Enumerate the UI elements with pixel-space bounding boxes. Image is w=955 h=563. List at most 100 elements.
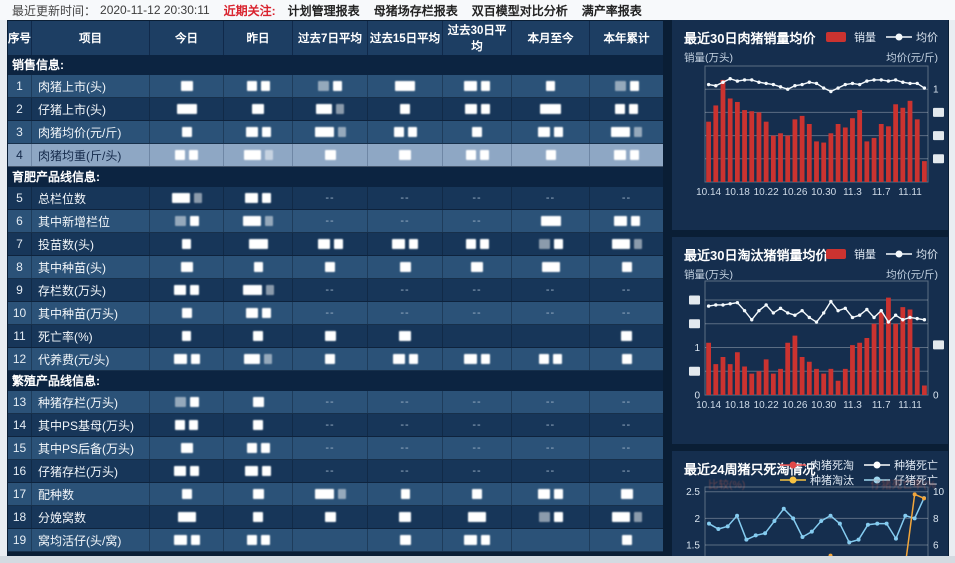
table-row-15[interactable]: 15 其中PS后备(万头) -- -- -- -- -- xyxy=(8,437,663,460)
legend-item-仔猪死亡[interactable]: 仔猪死亡 xyxy=(864,472,938,488)
redacted-value-blob xyxy=(464,81,477,91)
row-label: 仔猪上市(头) xyxy=(32,98,150,120)
table-row-18[interactable]: 18 分娩窝数 xyxy=(8,506,663,529)
dashboard-background: 序号 项目 今日 昨日 过去7日平均 过去15日平均 过去30日平均 本月至今 本年累计 销售信息… xyxy=(7,20,949,556)
header-cell-6: 过去15日平均 xyxy=(368,21,443,55)
cell-dash-value: -- xyxy=(325,396,335,408)
table-cell xyxy=(293,98,368,120)
table-row-11[interactable]: 11 死亡率(%) xyxy=(8,325,663,348)
redacted-value-blob xyxy=(181,489,192,499)
table-cell xyxy=(293,144,368,166)
bar xyxy=(799,115,805,182)
axis-tick-label: 1.5 xyxy=(686,541,700,552)
bar xyxy=(914,347,920,395)
redacted-value-blob xyxy=(262,466,271,476)
table-header-row: 序号 项目 今日 昨日 过去7日平均 过去15日平均 过去30日平均 本月至今 本年累计 xyxy=(8,21,663,55)
table-cell xyxy=(224,414,293,436)
x-axis-label: 10.30 xyxy=(811,400,836,411)
bar xyxy=(886,126,891,182)
header-cell-8: 本月至今 xyxy=(512,21,590,55)
legend-item-种猪死亡[interactable]: 种猪死亡 xyxy=(864,457,938,473)
table-cell: -- xyxy=(368,414,443,436)
table-cell xyxy=(443,75,512,97)
table-row-19[interactable]: 19 窝均活仔(头/窝) xyxy=(8,529,663,552)
table-row-13[interactable]: 13 种猪存栏(万头) -- -- -- -- -- xyxy=(8,391,663,414)
bar xyxy=(900,307,906,395)
table-cell: -- xyxy=(512,302,590,324)
table-row-1[interactable]: 1 肉猪上市(头) xyxy=(8,75,663,98)
table-cell xyxy=(512,210,590,232)
table-cell xyxy=(150,437,224,459)
redacted-value-blob xyxy=(175,420,185,430)
topbar-link-3[interactable]: 双百模型对比分析 xyxy=(471,3,568,18)
legend-item-肉猪死淘[interactable]: 肉猪死淘 xyxy=(780,457,854,473)
cell-dash-value: -- xyxy=(472,442,482,454)
chart-title: 最近30日肉猪销量均价 xyxy=(684,31,816,46)
table-row-14[interactable]: 14 其中PS基母(万头) -- -- -- -- -- xyxy=(8,414,663,437)
legend-item-均价[interactable]: 均价 xyxy=(886,246,938,262)
report-table: 序号 项目 今日 昨日 过去7日平均 过去15日平均 过去30日平均 本月至今 本年累计 销售信息… xyxy=(8,21,663,552)
redacted-value-blob xyxy=(174,397,186,407)
table-cell xyxy=(512,75,590,97)
table-row-16[interactable]: 16 仔猪存栏(万头) -- -- -- -- -- xyxy=(8,460,663,483)
table-row-7[interactable]: 7 投苗数(头) xyxy=(8,233,663,256)
row-label: 种猪存栏(万头) xyxy=(32,391,150,413)
topbar-link-4[interactable]: 满产率报表 xyxy=(581,3,642,18)
table-row-9[interactable]: 9 存栏数(万头) -- -- -- -- -- xyxy=(8,279,663,302)
table-cell xyxy=(590,529,663,551)
table-row-3[interactable]: 3 肉猪均价(元/斤) xyxy=(8,121,663,144)
bar xyxy=(886,297,891,395)
legend-item-均价[interactable]: 均价 xyxy=(886,29,938,45)
legend-item-销量[interactable]: 销量 xyxy=(824,246,876,262)
x-axis-label: 10.18 xyxy=(725,187,750,198)
table-cell xyxy=(443,348,512,370)
table-row-6[interactable]: 6 其中新增栏位 -- -- -- xyxy=(8,210,663,233)
table-row-12[interactable]: 12 代养费(元/头) xyxy=(8,348,663,371)
bar xyxy=(842,368,848,395)
table-cell xyxy=(150,460,224,482)
table-cell xyxy=(590,233,663,255)
bar xyxy=(871,137,877,182)
table-cell xyxy=(224,325,293,347)
cell-dash-value: -- xyxy=(545,442,556,454)
x-axis-label: 10.22 xyxy=(754,187,779,198)
table-cell xyxy=(590,144,663,166)
redacted-value-blob xyxy=(464,535,477,545)
redacted-value-blob xyxy=(182,239,191,249)
table-row-5[interactable]: 5 总栏位数 -- -- -- -- -- xyxy=(8,187,663,210)
topbar-link-2[interactable]: 母猪场存栏报表 xyxy=(373,3,458,18)
horizontal-scrollbar[interactable] xyxy=(0,556,955,563)
row-index: 16 xyxy=(8,460,32,482)
y-axis-label-left: 销量(万头) xyxy=(684,52,733,64)
topbar-link-1[interactable]: 计划管理报表 xyxy=(287,3,360,18)
redacted-value-blob xyxy=(245,308,258,318)
row-index: 3 xyxy=(8,121,32,143)
redacted-value-blob xyxy=(174,285,186,295)
redacted-value-blob xyxy=(337,489,346,499)
table-row-8[interactable]: 8 其中种苗(头) xyxy=(8,256,663,279)
redacted-value-blob xyxy=(480,104,490,114)
table-cell xyxy=(590,121,663,143)
chart-panel-3: 最近24周猪只死淘情况 肉猪死淘 种猪死亡 种猪淘汰 仔猪死亡 比较(%) 仔猪死亡率(% 2… xyxy=(672,451,948,556)
table-cell: -- xyxy=(590,437,663,459)
redacted-value-blob xyxy=(193,193,202,203)
redacted-value-blob xyxy=(246,535,257,545)
y-axis-label-left: 销量(万头) xyxy=(684,269,733,281)
redacted-value-blob xyxy=(260,81,270,91)
cell-dash-value: -- xyxy=(472,192,482,204)
redacted-value-blob xyxy=(553,239,563,249)
table-row-4[interactable]: 4 肉猪均重(斤/头) xyxy=(8,144,663,167)
table-row-17[interactable]: 17 配种数 xyxy=(8,483,663,506)
table-row-10[interactable]: 10 其中种苗(万头) -- -- -- -- -- xyxy=(8,302,663,325)
redacted-value-blob xyxy=(325,354,335,364)
legend-item-销量[interactable]: 销量 xyxy=(824,29,876,45)
table-row-2[interactable]: 2 仔猪上市(头) xyxy=(8,98,663,121)
redacted-value-blob xyxy=(407,127,417,137)
x-axis-label: 10.30 xyxy=(811,187,836,198)
legend-label: 均价 xyxy=(916,249,938,261)
legend-item-种猪淘汰[interactable]: 种猪淘汰 xyxy=(780,472,854,488)
bar xyxy=(835,124,841,182)
bar xyxy=(742,110,747,182)
table-cell xyxy=(590,75,663,97)
